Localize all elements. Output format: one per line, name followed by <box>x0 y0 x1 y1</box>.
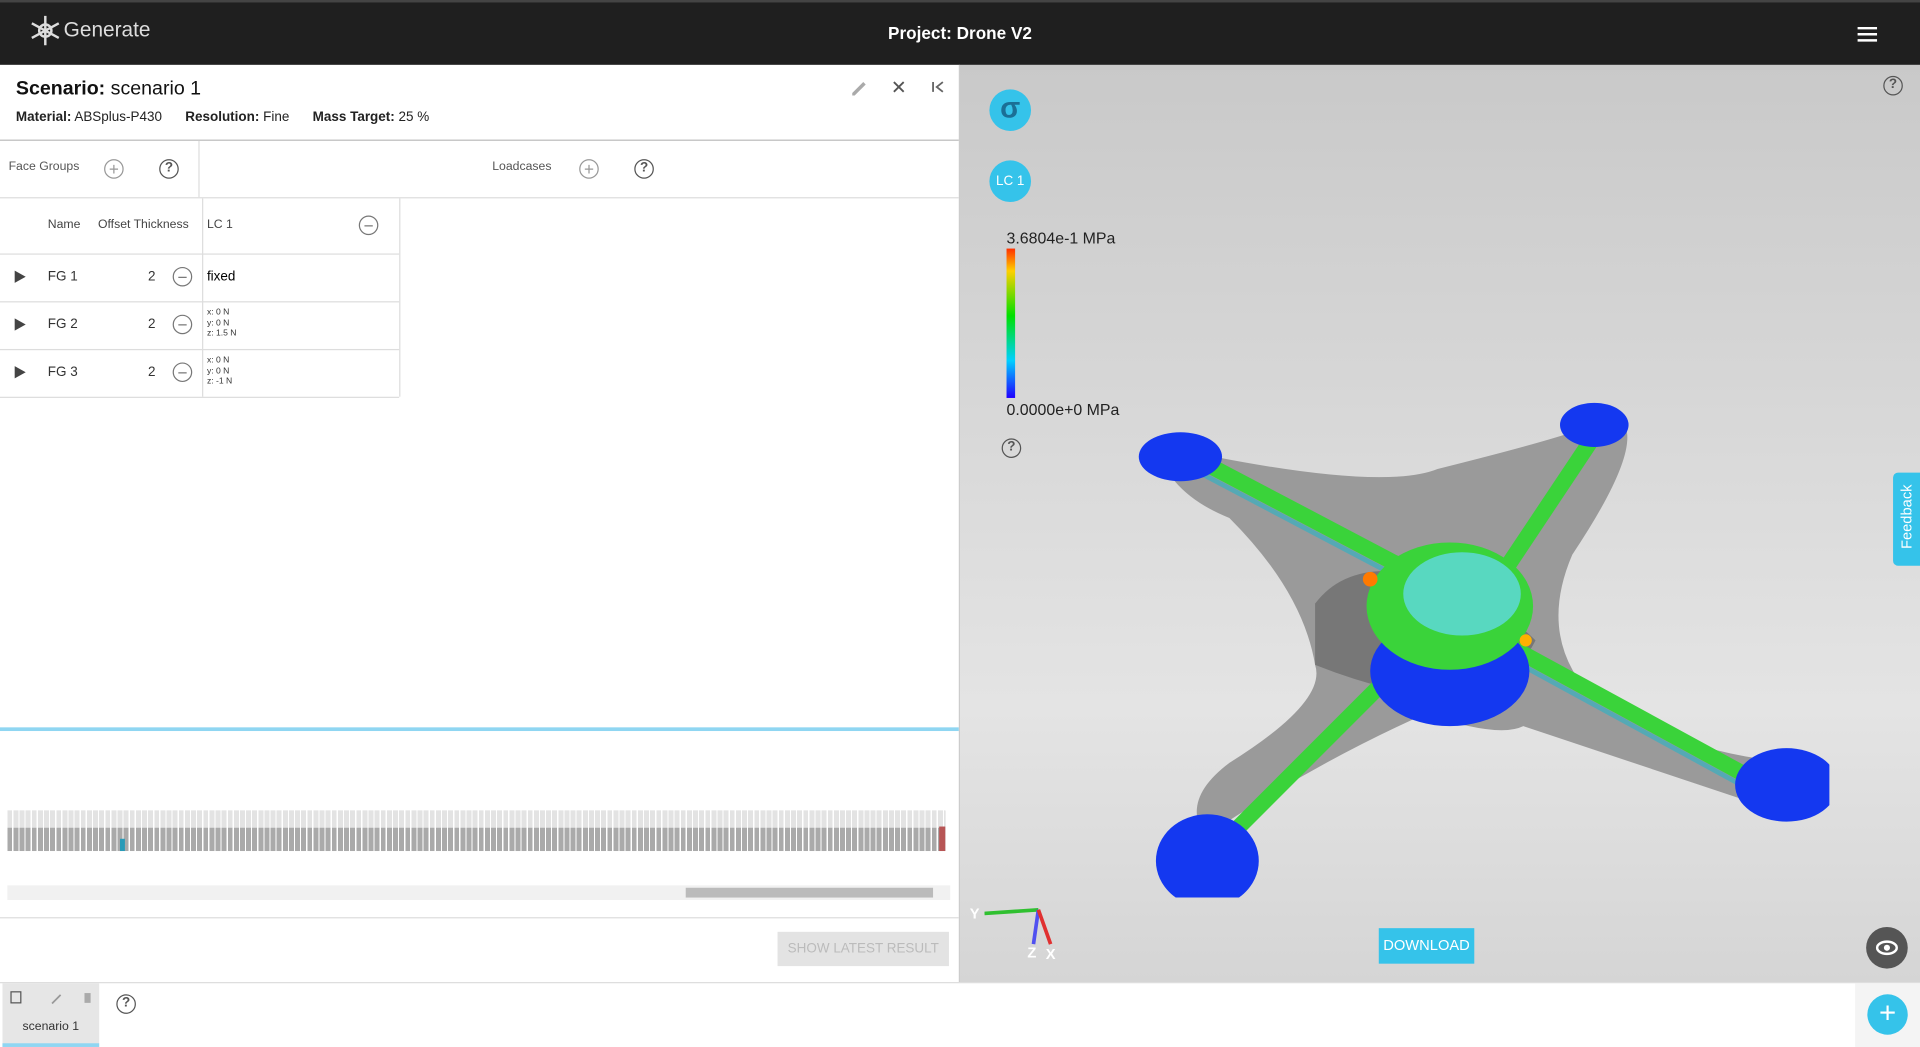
show-latest-button[interactable]: SHOW LATEST RESULT <box>777 931 949 967</box>
scroll-thumb[interactable] <box>685 887 934 898</box>
add-scenario-button[interactable]: + <box>1867 994 1908 1035</box>
colorbar <box>1006 248 1016 398</box>
mass-target: 25 % <box>398 110 430 125</box>
offset-thickness: 2 <box>148 269 156 285</box>
col-header: LC 1 <box>206 217 233 232</box>
divider <box>0 139 959 141</box>
scrollbar[interactable] <box>7 885 951 901</box>
legend-min: 0.0000e+0 MPa <box>1006 400 1120 419</box>
scenario-meta: Material: ABSplus-P430 Resolution: Fine … <box>16 110 429 125</box>
eye-icon <box>1875 940 1898 956</box>
loadcase-value: z: -1 N <box>206 377 233 386</box>
scenario-actions[interactable] <box>850 77 953 97</box>
help[interactable]: ? <box>634 159 654 179</box>
loadcase-value: z: 1.5 N <box>206 329 237 338</box>
loadcase-value: fixed <box>206 269 236 285</box>
add-face-group[interactable]: + <box>104 159 124 179</box>
offset-thickness: 2 <box>148 317 156 332</box>
bottom-bar: scenario 1 ? + <box>0 982 1920 1047</box>
visibility-button[interactable] <box>1866 926 1908 969</box>
face-group-name: FG 3 <box>47 364 78 380</box>
add-loadcase[interactable]: + <box>579 159 599 179</box>
col-header: Offset Thickness <box>97 217 189 232</box>
loadcase-value: y: 0 N <box>206 366 230 376</box>
divider <box>0 917 959 919</box>
offset-thickness: 2 <box>148 364 156 380</box>
axis-label: Y <box>969 904 980 923</box>
face-group-name: FG 1 <box>47 269 78 285</box>
table-row: FG 1 2− fixed <box>0 253 400 303</box>
scenario-name: scenario 1 <box>110 78 202 100</box>
face-group-name: FG 2 <box>47 317 78 332</box>
col-header: Name <box>47 217 81 232</box>
scenario-label: Scenario: <box>15 78 106 100</box>
resolution-label: Resolution: <box>185 110 260 125</box>
project-title: Project: Drone V2 <box>888 23 1032 43</box>
current-iteration <box>120 838 125 852</box>
iteration-strip-top <box>7 810 946 828</box>
last-iteration <box>939 826 946 852</box>
loadcase-button[interactable]: LC 1 <box>989 160 1032 203</box>
loadcase-cell: fixed <box>207 269 235 284</box>
stress-button[interactable]: σ <box>989 89 1032 132</box>
col-divider <box>399 198 401 397</box>
logo-text: Generate <box>63 18 151 42</box>
viewer: σ LC 1 3.6804e-1 MPa 0.0000e+0 MPa ? ? Y… <box>960 64 1920 983</box>
divider <box>0 197 959 199</box>
splitter[interactable] <box>0 727 959 732</box>
remove-face-group[interactable]: − <box>172 314 193 335</box>
resolution: Fine <box>263 110 290 125</box>
axis-label: X <box>1045 945 1056 963</box>
help[interactable]: ? <box>1001 438 1022 458</box>
menu-icon[interactable] <box>1857 26 1878 43</box>
help[interactable]: ? <box>1883 75 1903 96</box>
face-groups-tab[interactable]: Face Groups <box>8 160 80 174</box>
loadcases-tab[interactable]: Loadcases <box>492 160 552 174</box>
remove-face-group[interactable]: − <box>172 362 193 383</box>
expand-toggle[interactable] <box>14 366 26 379</box>
add-area: + <box>1855 983 1920 1047</box>
left-panel: Scenario: scenario 1 Material: ABSplus-P… <box>0 64 961 983</box>
feedback-tab[interactable]: Feedback <box>1893 472 1920 566</box>
scenario-heading: Scenario: scenario 1 <box>16 78 201 100</box>
col-divider <box>202 198 204 397</box>
axis-label: Z <box>1027 944 1037 962</box>
help[interactable]: ? <box>159 159 179 179</box>
loadcase-value: y: 0 N <box>206 318 230 328</box>
help[interactable]: ? <box>116 994 136 1014</box>
download-button[interactable]: DOWNLOAD <box>1378 928 1475 964</box>
divider <box>198 140 200 198</box>
loadcase-value: x: 0 N <box>206 308 230 318</box>
mass-target-label: Mass Target: <box>312 110 395 125</box>
loadcase-value: x: 0 N <box>206 356 230 365</box>
drone-model <box>1138 402 1830 898</box>
material-label: Material: <box>15 110 72 125</box>
tab-actions[interactable] <box>10 991 96 1006</box>
logo-icon <box>31 15 60 46</box>
material: ABSplus-P430 <box>74 110 162 125</box>
axis-triad <box>984 907 1053 945</box>
scenario-tab[interactable]: scenario 1 <box>2 983 100 1047</box>
scenario-tab-label[interactable]: scenario 1 <box>22 1020 80 1034</box>
feedback-label[interactable]: Feedback <box>1897 484 1916 550</box>
expand-toggle[interactable] <box>14 318 26 331</box>
top-bar: Generate Project: Drone V2 <box>0 0 1920 65</box>
remove-loadcase[interactable]: − <box>358 215 379 236</box>
legend-max: 3.6804e-1 MPa <box>1006 228 1116 248</box>
table-header: Name Offset Thickness LC 1 − <box>0 198 400 255</box>
expand-toggle[interactable] <box>14 270 26 283</box>
remove-face-group[interactable]: − <box>172 266 193 287</box>
